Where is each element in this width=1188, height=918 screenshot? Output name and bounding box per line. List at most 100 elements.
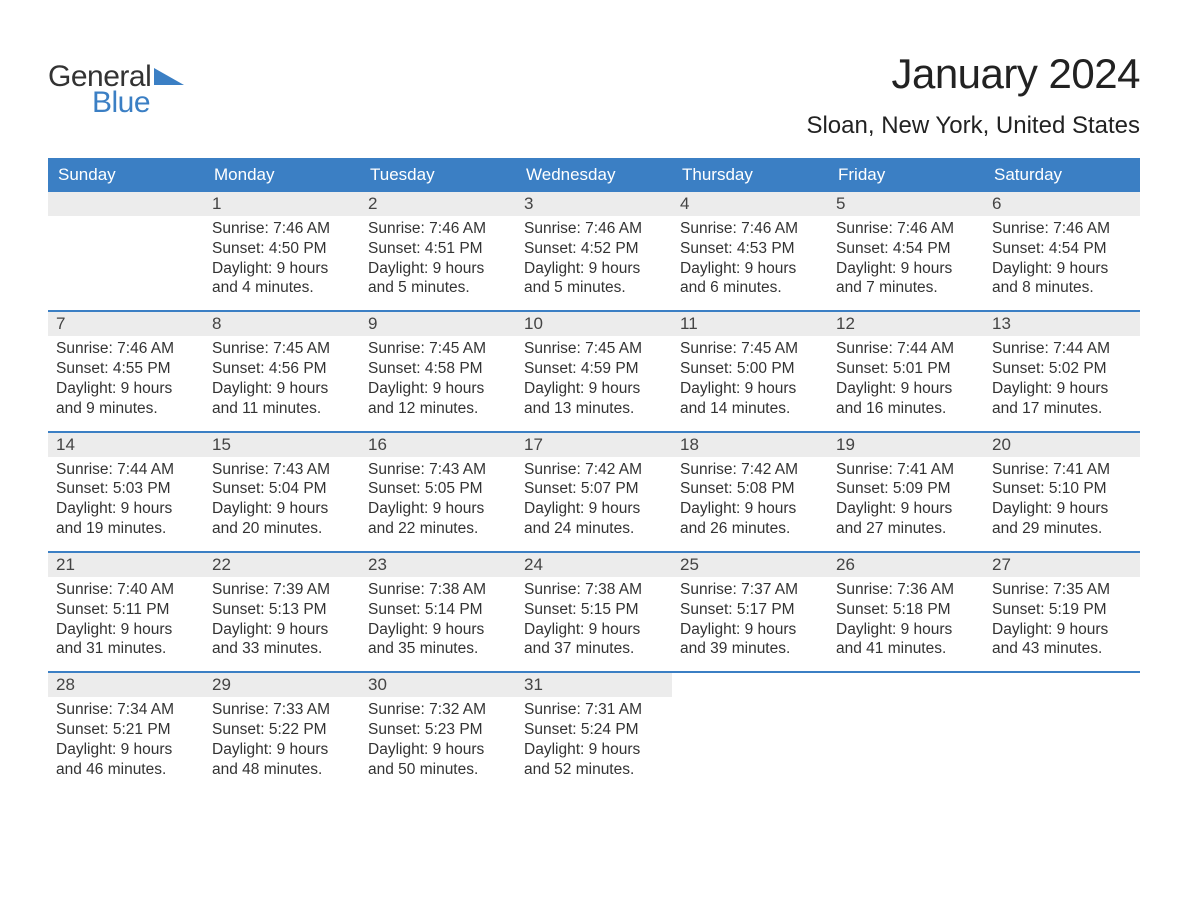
daylight-line-1: Daylight: 9 hours — [368, 259, 508, 279]
daylight-line-1: Daylight: 9 hours — [368, 499, 508, 519]
cell-details: Sunrise: 7:43 AMSunset: 5:04 PMDaylight:… — [212, 460, 352, 539]
daylight-line-2: and 46 minutes. — [56, 760, 196, 780]
cell-details: Sunrise: 7:42 AMSunset: 5:08 PMDaylight:… — [680, 460, 820, 539]
daylight-line-1: Daylight: 9 hours — [992, 620, 1132, 640]
sunset-line: Sunset: 5:08 PM — [680, 479, 820, 499]
day-number: 3 — [516, 192, 672, 216]
calendar-cell: 10 Sunrise: 7:45 AMSunset: 4:59 PMDayligh… — [516, 312, 672, 430]
sunset-line: Sunset: 5:24 PM — [524, 720, 664, 740]
page-title: January 2024 — [806, 50, 1140, 98]
daylight-line-2: and 19 minutes. — [56, 519, 196, 539]
daylight-line-2: and 31 minutes. — [56, 639, 196, 659]
sunset-line: Sunset: 5:14 PM — [368, 600, 508, 620]
calendar-cell: 9Sunrise: 7:45 AMSunset: 4:58 PMDaylight… — [360, 312, 516, 430]
calendar-cell: 27Sunrise: 7:35 AMSunset: 5:19 PMDayligh… — [984, 553, 1140, 671]
day-number: 30 — [360, 673, 516, 697]
daylight-line-2: and 7 minutes. — [836, 278, 976, 298]
daylight-line-1: Daylight: 9 hours — [524, 499, 664, 519]
sunset-line: Sunset: 5:02 PM — [992, 359, 1132, 379]
daylight-line-2: and 14 minutes. — [680, 399, 820, 419]
calendar-cell — [828, 673, 984, 791]
calendar-cell: 15Sunrise: 7:43 AMSunset: 5:04 PMDayligh… — [204, 433, 360, 551]
sunrise-line: Sunrise: 7:31 AM — [524, 700, 664, 720]
sunrise-line: Sunrise: 7:45 AM — [368, 339, 508, 359]
day-number: 31 — [516, 673, 672, 697]
cell-details: Sunrise: 7:46 AMSunset: 4:55 PMDaylight:… — [56, 339, 196, 418]
day-number: 8 — [204, 312, 360, 336]
calendar-cell — [48, 192, 204, 310]
day-number: 20 — [984, 433, 1140, 457]
calendar-header-row: Sunday Monday Tuesday Wednesday Thursday… — [48, 158, 1140, 192]
calendar-cell: 3Sunrise: 7:46 AMSunset: 4:52 PMDaylight… — [516, 192, 672, 310]
calendar-cell: 22Sunrise: 7:39 AMSunset: 5:13 PMDayligh… — [204, 553, 360, 671]
daylight-line-2: and 20 minutes. — [212, 519, 352, 539]
sunrise-line: Sunrise: 7:41 AM — [992, 460, 1132, 480]
title-block: January 2024 Sloan, New York, United Sta… — [806, 50, 1140, 140]
day-number: 22 — [204, 553, 360, 577]
calendar-week-row: 1Sunrise: 7:46 AMSunset: 4:50 PMDaylight… — [48, 192, 1140, 310]
sunrise-line: Sunrise: 7:46 AM — [524, 219, 664, 239]
sunrise-line: Sunrise: 7:45 AM — [524, 339, 664, 359]
daylight-line-2: and 27 minutes. — [836, 519, 976, 539]
day-number: 10 — [516, 312, 672, 336]
sunset-line: Sunset: 5:19 PM — [992, 600, 1132, 620]
sunset-line: Sunset: 5:17 PM — [680, 600, 820, 620]
cell-details: Sunrise: 7:46 AMSunset: 4:53 PMDaylight:… — [680, 219, 820, 298]
sunset-line: Sunset: 5:01 PM — [836, 359, 976, 379]
logo-word-blue: Blue — [92, 86, 184, 120]
day-number: 2 — [360, 192, 516, 216]
calendar: Sunday Monday Tuesday Wednesday Thursday… — [48, 158, 1140, 792]
day-number: 13 — [984, 312, 1140, 336]
sunset-line: Sunset: 5:15 PM — [524, 600, 664, 620]
daylight-line-2: and 52 minutes. — [524, 760, 664, 780]
calendar-cell: 28Sunrise: 7:34 AMSunset: 5:21 PMDayligh… — [48, 673, 204, 791]
daylight-line-1: Daylight: 9 hours — [212, 620, 352, 640]
day-number: 7 — [48, 312, 204, 336]
cell-details: Sunrise: 7:45 AMSunset: 4:59 PMDaylight:… — [524, 339, 664, 418]
daylight-line-1: Daylight: 9 hours — [368, 620, 508, 640]
daylight-line-1: Daylight: 9 hours — [680, 620, 820, 640]
cell-details: Sunrise: 7:35 AMSunset: 5:19 PMDaylight:… — [992, 580, 1132, 659]
calendar-cell: 20Sunrise: 7:41 AMSunset: 5:10 PMDayligh… — [984, 433, 1140, 551]
daylight-line-1: Daylight: 9 hours — [368, 740, 508, 760]
calendar-cell: 1Sunrise: 7:46 AMSunset: 4:50 PMDaylight… — [204, 192, 360, 310]
calendar-cell: 16Sunrise: 7:43 AMSunset: 5:05 PMDayligh… — [360, 433, 516, 551]
sunrise-line: Sunrise: 7:46 AM — [836, 219, 976, 239]
day-header-monday: Monday — [204, 158, 360, 192]
day-number: 19 — [828, 433, 984, 457]
day-number: 28 — [48, 673, 204, 697]
sunrise-line: Sunrise: 7:44 AM — [992, 339, 1132, 359]
sunrise-line: Sunrise: 7:41 AM — [836, 460, 976, 480]
daylight-line-2: and 22 minutes. — [368, 519, 508, 539]
daylight-line-2: and 12 minutes. — [368, 399, 508, 419]
sunset-line: Sunset: 4:53 PM — [680, 239, 820, 259]
calendar-cell: 21Sunrise: 7:40 AMSunset: 5:11 PMDayligh… — [48, 553, 204, 671]
daylight-line-1: Daylight: 9 hours — [992, 499, 1132, 519]
daylight-line-1: Daylight: 9 hours — [836, 499, 976, 519]
daylight-line-2: and 35 minutes. — [368, 639, 508, 659]
sunset-line: Sunset: 4:54 PM — [992, 239, 1132, 259]
daylight-line-1: Daylight: 9 hours — [212, 499, 352, 519]
sunrise-line: Sunrise: 7:39 AM — [212, 580, 352, 600]
daylight-line-2: and 29 minutes. — [992, 519, 1132, 539]
daylight-line-1: Daylight: 9 hours — [212, 740, 352, 760]
day-header-wednesday: Wednesday — [516, 158, 672, 192]
daylight-line-2: and 6 minutes. — [680, 278, 820, 298]
calendar-cell: 8Sunrise: 7:45 AMSunset: 4:56 PMDaylight… — [204, 312, 360, 430]
daylight-line-2: and 41 minutes. — [836, 639, 976, 659]
sunrise-line: Sunrise: 7:45 AM — [680, 339, 820, 359]
day-number: 16 — [360, 433, 516, 457]
calendar-cell: 30Sunrise: 7:32 AMSunset: 5:23 PMDayligh… — [360, 673, 516, 791]
sunset-line: Sunset: 4:59 PM — [524, 359, 664, 379]
sunrise-line: Sunrise: 7:35 AM — [992, 580, 1132, 600]
daylight-line-2: and 8 minutes. — [992, 278, 1132, 298]
daylight-line-1: Daylight: 9 hours — [680, 379, 820, 399]
calendar-cell: 23Sunrise: 7:38 AMSunset: 5:14 PMDayligh… — [360, 553, 516, 671]
calendar-cell: 29Sunrise: 7:33 AMSunset: 5:22 PMDayligh… — [204, 673, 360, 791]
day-number: 1 — [204, 192, 360, 216]
header: General Blue January 2024 Sloan, New Yor… — [48, 50, 1140, 140]
day-number: 4 — [672, 192, 828, 216]
day-header-saturday: Saturday — [984, 158, 1140, 192]
daylight-line-1: Daylight: 9 hours — [368, 379, 508, 399]
daylight-line-1: Daylight: 9 hours — [524, 379, 664, 399]
